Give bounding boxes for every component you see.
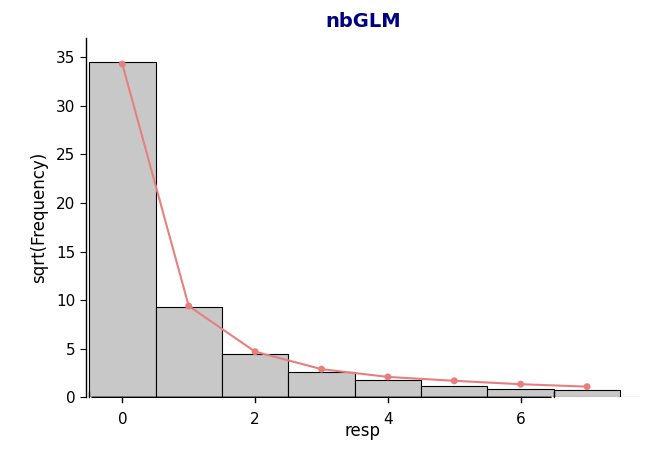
Point <box>449 377 459 385</box>
Text: 4: 4 <box>383 412 393 427</box>
Title: nbGLM: nbGLM <box>325 12 401 31</box>
X-axis label: resp: resp <box>345 422 381 440</box>
Point <box>582 383 593 390</box>
Text: 6: 6 <box>516 412 525 427</box>
Bar <box>421 385 488 397</box>
Point <box>316 365 327 373</box>
Bar <box>554 390 620 397</box>
Bar <box>488 389 554 397</box>
Y-axis label: sqrt(Frequency): sqrt(Frequency) <box>30 152 48 283</box>
Point <box>183 302 194 310</box>
Bar <box>89 62 156 397</box>
Point <box>515 380 526 388</box>
Bar <box>156 307 222 397</box>
Point <box>383 373 393 381</box>
Bar <box>288 372 354 397</box>
Bar <box>354 380 421 397</box>
Point <box>250 348 261 355</box>
Text: 0: 0 <box>117 412 127 427</box>
Text: 2: 2 <box>250 412 260 427</box>
Bar <box>222 354 288 397</box>
Point <box>117 60 127 68</box>
